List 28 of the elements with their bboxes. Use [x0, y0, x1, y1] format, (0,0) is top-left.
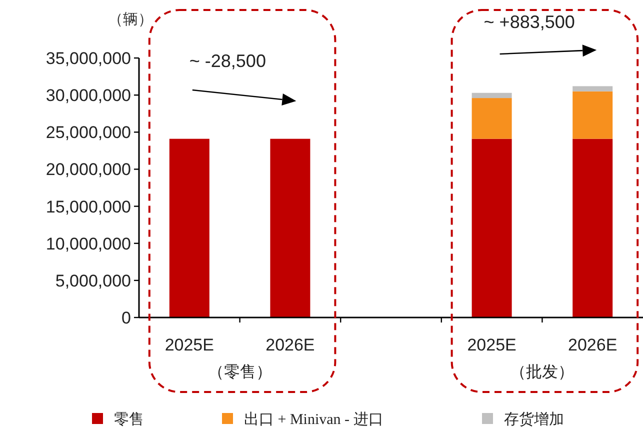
x-tick-label: 2026E [568, 336, 618, 354]
legend-label: 存货增加 [504, 411, 564, 428]
bar [169, 138, 210, 318]
bar [472, 92, 512, 98]
x-tick-label: 2026E [266, 336, 315, 354]
y-tick-label: 25,000,000 [46, 123, 131, 142]
y-tick-label: 15,000,000 [46, 197, 131, 216]
legend-label: 零售 [114, 411, 144, 428]
x-tick-label: 2025E [467, 336, 516, 354]
y-tick-label: 20,000,000 [46, 160, 131, 180]
y-tick-label: 30,000,000 [46, 86, 131, 106]
bar [270, 138, 310, 318]
bar [572, 91, 613, 139]
y-tick-label: 0 [122, 308, 131, 328]
x-tick-label: 2025E [164, 336, 214, 354]
bar [472, 138, 512, 318]
legend-label: 出口 + Minivan - 进口 [244, 411, 384, 428]
text: （批发） [510, 364, 574, 381]
annotation: ~ -28,500 [189, 51, 266, 71]
y-tick-label: 10,000,000 [46, 234, 131, 254]
text: ~ +883,500 [484, 12, 575, 32]
y-tick-label: 35,000,000 [46, 49, 131, 68]
y-tick-label: 5,000,000 [55, 271, 131, 290]
y-axis-title: （辆） [108, 11, 153, 28]
bar [572, 86, 613, 92]
bar [572, 138, 613, 318]
text: （零售） [208, 364, 272, 381]
bar [472, 98, 512, 139]
